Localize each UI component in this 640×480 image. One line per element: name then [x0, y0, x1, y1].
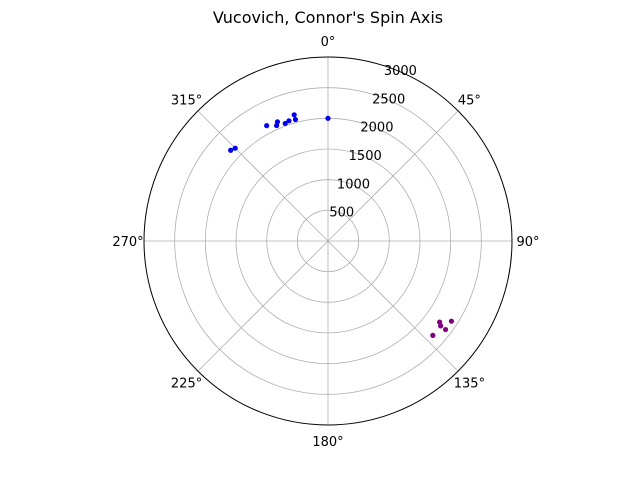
theta-tick-label: 270°	[112, 235, 143, 250]
r-tick-label: 1500	[349, 149, 382, 164]
data-point	[442, 326, 449, 333]
data-point	[438, 323, 444, 329]
theta-tick-label: 180°	[312, 435, 343, 450]
theta-tick-label: 0°	[321, 35, 336, 50]
data-point	[292, 116, 299, 123]
theta-gridline	[197, 110, 329, 242]
theta-tick-label: 45°	[458, 94, 481, 109]
r-tick-label: 2000	[360, 121, 393, 136]
data-point	[448, 318, 455, 324]
theta-tick-label: 315°	[171, 94, 202, 109]
theta-gridline	[327, 110, 459, 242]
theta-tick-label: 90°	[516, 235, 539, 250]
data-points	[228, 112, 455, 338]
data-point	[264, 123, 270, 129]
polar-frame	[143, 56, 513, 426]
data-point	[232, 145, 238, 151]
theta-gridline	[327, 240, 459, 372]
theta-gridline	[197, 240, 329, 372]
theta-tick-labels: 0° 45° 90° 135° 180° 225° 270° 315°	[112, 35, 539, 450]
data-point	[325, 115, 331, 121]
r-tick-label: 2500	[372, 92, 405, 107]
r-tick-label: 1000	[337, 177, 370, 192]
data-point	[430, 332, 436, 338]
r-tick-label: 500	[329, 206, 354, 221]
chart-title: Vucovich, Connor's Spin Axis	[213, 8, 443, 27]
data-point	[286, 118, 292, 124]
theta-tick-label: 135°	[454, 376, 485, 391]
data-point	[228, 147, 234, 153]
polar-grid	[144, 57, 512, 425]
data-point	[274, 122, 280, 129]
data-point	[291, 112, 297, 118]
data-point	[282, 120, 288, 127]
theta-tick-label: 225°	[171, 376, 202, 391]
